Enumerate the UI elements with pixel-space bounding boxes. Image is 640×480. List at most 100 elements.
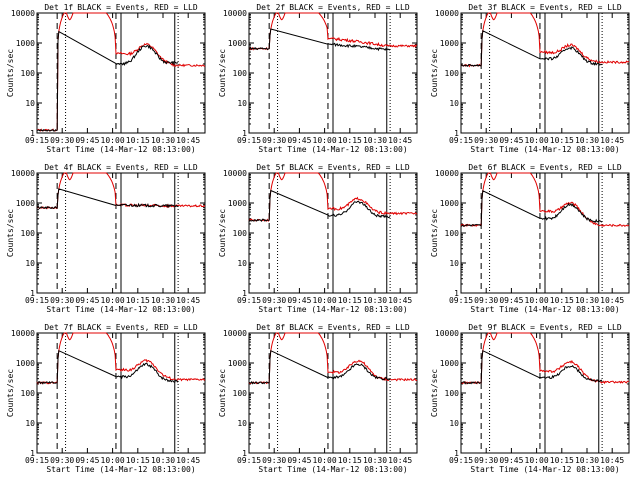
y-tick-label: 1 bbox=[454, 449, 459, 458]
det-label: Det 6f bbox=[468, 163, 497, 172]
panel-4: Det 4f BLACK = Events, RED = LLD 1 10 100 100… bbox=[6, 163, 206, 314]
panel-5: Det 5f BLACK = Events, RED = LLD 1 10 100 100… bbox=[218, 163, 418, 314]
events-series-line bbox=[36, 349, 179, 385]
x-tick-label: 10:45 bbox=[388, 456, 412, 465]
panel-3: Det 3f BLACK = Events, RED = LLD 1 10 100 100… bbox=[430, 3, 630, 154]
panel-6: Det 6f BLACK = Events, RED = LLD 1 10 100 100… bbox=[430, 163, 630, 314]
y-tick-label: 1000 bbox=[16, 39, 35, 48]
det-label: Det 1f bbox=[44, 3, 73, 12]
det-label: Det 3f bbox=[468, 3, 497, 12]
x-axis-label: Start Time (14-Mar-12 08:13:00) bbox=[258, 305, 407, 314]
y-tick-label: 1000 bbox=[440, 359, 459, 368]
x-tick-label: 09:15 bbox=[449, 136, 473, 145]
events-series-line bbox=[460, 190, 603, 227]
y-tick-label: 10 bbox=[237, 99, 247, 108]
legend-text: BLACK = Events, RED = LLD bbox=[77, 163, 198, 172]
legend-text: BLACK = Events, RED = LLD bbox=[289, 3, 410, 12]
x-tick-label: 10:30 bbox=[363, 136, 387, 145]
y-tick-label: 100 bbox=[233, 69, 248, 78]
y-tick-label: 1 bbox=[454, 129, 459, 138]
y-tick-label: 10000 bbox=[223, 169, 247, 178]
panel-title: Det 4f BLACK = Events, RED = LLD bbox=[44, 163, 198, 172]
events-series-line bbox=[460, 30, 603, 67]
y-axis-label: Counts/sec bbox=[218, 49, 227, 97]
y-axis-label: Counts/sec bbox=[6, 49, 15, 97]
y-tick-label: 100 bbox=[21, 69, 36, 78]
y-tick-label: 1000 bbox=[228, 359, 247, 368]
y-tick-label: 1000 bbox=[16, 359, 35, 368]
y-tick-label: 10000 bbox=[435, 169, 459, 178]
lld-series-line bbox=[248, 172, 418, 222]
panel-title: Det 8f BLACK = Events, RED = LLD bbox=[256, 323, 410, 332]
y-tick-label: 1 bbox=[30, 449, 35, 458]
x-axis-label: Start Time (14-Mar-12 08:13:00) bbox=[46, 305, 195, 314]
y-tick-label: 10 bbox=[449, 259, 459, 268]
x-tick-label: 10:30 bbox=[151, 136, 175, 145]
x-tick-label: 09:45 bbox=[287, 456, 311, 465]
panel-1: Det 1f BLACK = Events, RED = LLD 1 10 100 100… bbox=[6, 3, 206, 154]
y-axis-label: Counts/sec bbox=[6, 209, 15, 257]
x-tick-label: 10:45 bbox=[600, 296, 624, 305]
y-tick-label: 100 bbox=[21, 389, 36, 398]
panel-title: Det 2f BLACK = Events, RED = LLD bbox=[256, 3, 410, 12]
x-tick-label: 10:45 bbox=[600, 456, 624, 465]
x-tick-label: 10:30 bbox=[151, 456, 175, 465]
y-tick-label: 10000 bbox=[435, 329, 459, 338]
x-axis-label: Start Time (14-Mar-12 08:13:00) bbox=[46, 465, 195, 474]
y-tick-label: 10 bbox=[449, 99, 459, 108]
y-tick-label: 1000 bbox=[228, 39, 247, 48]
x-tick-label: 10:30 bbox=[575, 456, 599, 465]
y-tick-label: 10000 bbox=[11, 9, 35, 18]
y-tick-label: 1000 bbox=[16, 199, 35, 208]
x-tick-label: 10:45 bbox=[176, 136, 200, 145]
x-tick-label: 10:30 bbox=[363, 456, 387, 465]
x-tick-label: 10:45 bbox=[388, 136, 412, 145]
legend-text: BLACK = Events, RED = LLD bbox=[289, 163, 410, 172]
x-tick-label: 09:30 bbox=[262, 136, 286, 145]
det-label: Det 5f bbox=[256, 163, 285, 172]
y-tick-label: 1 bbox=[454, 289, 459, 298]
y-tick-label: 100 bbox=[445, 389, 460, 398]
x-tick-label: 10:00 bbox=[313, 296, 337, 305]
x-tick-label: 09:30 bbox=[474, 456, 498, 465]
x-tick-label: 10:00 bbox=[525, 456, 549, 465]
y-tick-label: 10000 bbox=[11, 329, 35, 338]
x-tick-label: 10:15 bbox=[338, 456, 362, 465]
x-tick-label: 09:45 bbox=[75, 296, 99, 305]
x-tick-label: 10:00 bbox=[525, 136, 549, 145]
x-tick-label: 09:15 bbox=[25, 136, 49, 145]
x-tick-label: 09:45 bbox=[499, 296, 523, 305]
x-tick-label: 10:45 bbox=[600, 136, 624, 145]
lld-series-line bbox=[36, 332, 206, 385]
x-tick-label: 09:30 bbox=[474, 136, 498, 145]
x-tick-label: 09:30 bbox=[474, 296, 498, 305]
lld-series-line bbox=[460, 172, 630, 228]
y-tick-label: 10000 bbox=[223, 329, 247, 338]
lld-series-line bbox=[36, 12, 206, 132]
x-axis-label: Start Time (14-Mar-12 08:13:00) bbox=[258, 465, 407, 474]
x-tick-label: 09:15 bbox=[25, 296, 49, 305]
x-tick-label: 10:15 bbox=[550, 296, 574, 305]
y-tick-label: 1000 bbox=[440, 199, 459, 208]
y-tick-label: 100 bbox=[233, 389, 248, 398]
y-tick-label: 100 bbox=[445, 229, 460, 238]
x-tick-label: 10:30 bbox=[151, 296, 175, 305]
x-tick-label: 10:00 bbox=[525, 296, 549, 305]
panel-8: Det 8f BLACK = Events, RED = LLD 1 10 100 100… bbox=[218, 323, 418, 474]
panel-title: Det 9f BLACK = Events, RED = LLD bbox=[468, 323, 622, 332]
det-label: Det 7f bbox=[44, 323, 73, 332]
x-tick-label: 10:15 bbox=[126, 456, 150, 465]
x-tick-label: 10:00 bbox=[313, 136, 337, 145]
panel-title: Det 1f BLACK = Events, RED = LLD bbox=[44, 3, 198, 12]
x-tick-label: 10:30 bbox=[363, 296, 387, 305]
y-tick-label: 1 bbox=[30, 129, 35, 138]
legend-text: BLACK = Events, RED = LLD bbox=[77, 3, 198, 12]
events-series-line bbox=[248, 349, 391, 385]
lld-series-line bbox=[460, 12, 630, 68]
det-label: Det 2f bbox=[256, 3, 285, 12]
panel-title: Det 7f BLACK = Events, RED = LLD bbox=[44, 323, 198, 332]
det-label: Det 8f bbox=[256, 323, 285, 332]
x-tick-label: 10:15 bbox=[550, 456, 574, 465]
y-tick-label: 1000 bbox=[228, 199, 247, 208]
